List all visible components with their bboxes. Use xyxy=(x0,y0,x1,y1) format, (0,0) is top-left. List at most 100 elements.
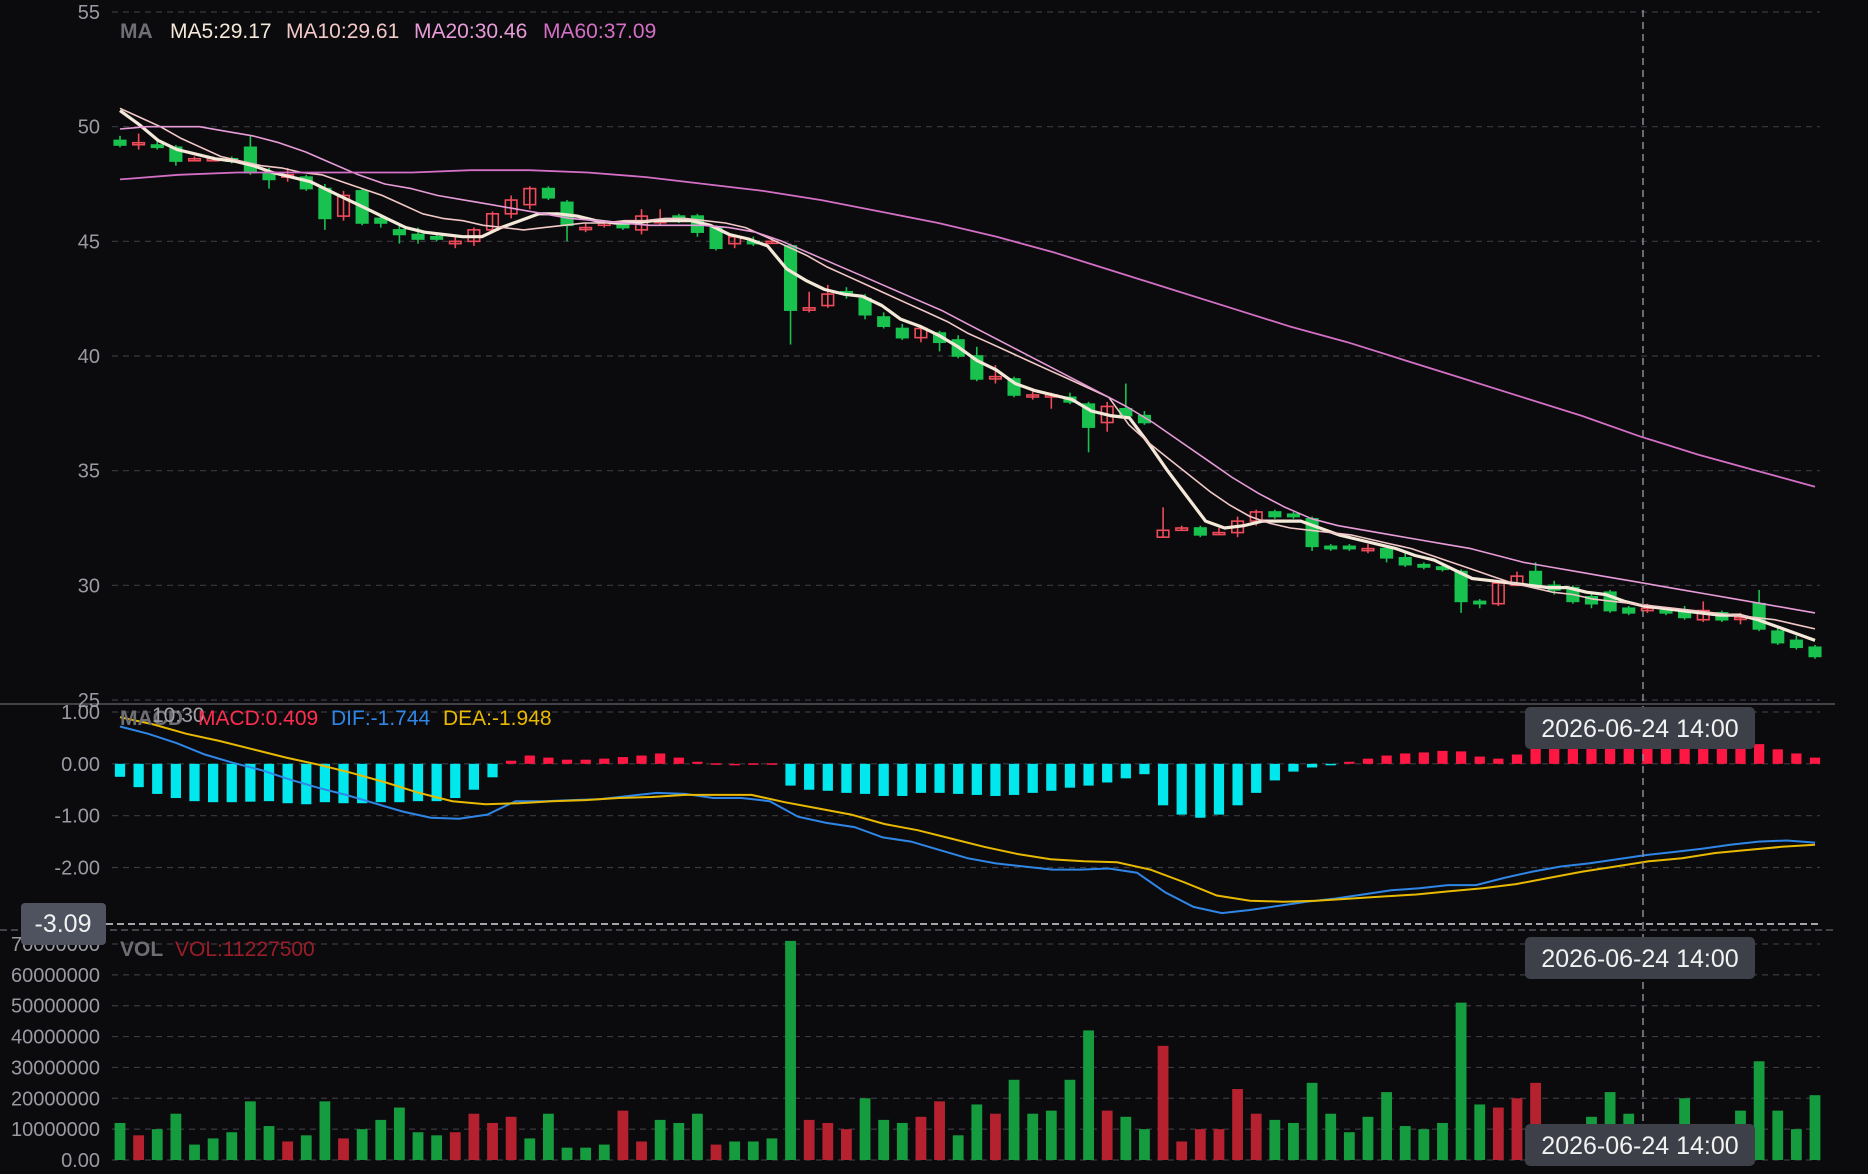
macd-bar-negative xyxy=(1120,763,1131,779)
candle-down[interactable] xyxy=(411,233,425,240)
candle-down[interactable] xyxy=(1417,563,1431,568)
macd-bar-positive xyxy=(1567,737,1578,764)
macd-bar-positive xyxy=(1791,753,1802,764)
candle-down[interactable] xyxy=(541,187,555,199)
candle-down[interactable] xyxy=(1324,545,1338,550)
volume-bar-down xyxy=(561,1147,573,1160)
candle-down[interactable] xyxy=(1808,646,1822,658)
candle-down[interactable] xyxy=(392,229,406,236)
candle-down[interactable] xyxy=(1286,513,1301,518)
candle-down[interactable] xyxy=(1081,403,1096,428)
candle-up[interactable] xyxy=(1175,527,1189,532)
macd-bar-negative xyxy=(1064,763,1076,788)
candle-up[interactable] xyxy=(1361,547,1375,552)
candle-up[interactable] xyxy=(187,157,202,162)
volume-bar-up xyxy=(915,1116,927,1160)
candle-down[interactable] xyxy=(783,245,798,311)
volume-bar-down xyxy=(598,1144,610,1160)
candle-down[interactable] xyxy=(1789,639,1803,649)
macd-bar-negative xyxy=(1102,763,1113,783)
candle-down[interactable] xyxy=(1007,378,1021,396)
candle-up[interactable] xyxy=(914,327,928,339)
volume-bar-down xyxy=(412,1132,424,1160)
macd-panel[interactable] xyxy=(114,716,1821,915)
volume-bar-down xyxy=(1418,1129,1430,1160)
volume-bar-up xyxy=(617,1110,629,1160)
volume-bar-down xyxy=(654,1119,666,1160)
ma5-legend: MA5:29.17 xyxy=(170,20,272,43)
volume-bar-down xyxy=(673,1122,685,1160)
macd-bar-positive xyxy=(617,757,629,764)
macd-bar-positive xyxy=(1400,753,1411,764)
candle-up[interactable] xyxy=(821,293,835,307)
ma60-line xyxy=(119,169,1816,488)
candle-up[interactable] xyxy=(132,141,146,146)
macd-bar-positive xyxy=(1679,744,1690,764)
candle-down[interactable] xyxy=(877,316,891,327)
macd-bar-positive xyxy=(1772,749,1783,764)
candle-up[interactable] xyxy=(802,307,816,311)
candle-up[interactable] xyxy=(448,240,462,245)
macd-bar-positive xyxy=(506,760,517,764)
macd-bar-positive xyxy=(692,761,703,764)
volume-bar-up xyxy=(636,1141,647,1160)
main-candlestick-panel[interactable] xyxy=(113,107,1822,659)
candle-up[interactable] xyxy=(1640,607,1654,612)
candle-down[interactable] xyxy=(430,235,444,240)
candle-down[interactable] xyxy=(1268,511,1282,518)
volume-bar-down xyxy=(356,1129,368,1160)
candle-up[interactable] xyxy=(523,187,537,206)
candle-down[interactable] xyxy=(616,224,630,229)
candle-down[interactable] xyxy=(1752,602,1766,630)
candle-down[interactable] xyxy=(374,217,388,224)
volume-bar-down xyxy=(580,1147,592,1160)
macd-bar-positive xyxy=(1586,740,1597,764)
macd-bar-positive xyxy=(748,763,759,765)
crosshair-time-text-volume: 2026-06-24 14:00 xyxy=(1541,945,1738,973)
candle-down[interactable] xyxy=(1398,557,1412,566)
volume-bar-up xyxy=(990,1113,1001,1160)
dif-legend: DIF:-1.744 xyxy=(331,707,431,730)
macd-bar-positive xyxy=(1362,758,1374,764)
macd-bar-negative xyxy=(1325,763,1336,766)
candle-down[interactable] xyxy=(1473,600,1487,605)
volume-bar-down xyxy=(1269,1119,1281,1160)
candle-down[interactable] xyxy=(243,146,257,174)
candle-up[interactable] xyxy=(1212,531,1226,536)
candle-down[interactable] xyxy=(1193,527,1207,536)
volume-bar-down xyxy=(692,1113,703,1160)
macd-bar-negative xyxy=(208,763,219,803)
volume-bar-down xyxy=(431,1135,443,1160)
candle-up[interactable] xyxy=(336,194,351,217)
candle-down[interactable] xyxy=(150,144,164,149)
macd-bar-negative xyxy=(263,763,275,802)
candle-up[interactable] xyxy=(1026,394,1040,398)
candle-up[interactable] xyxy=(579,226,593,231)
candle-down[interactable] xyxy=(318,187,332,220)
candle-down[interactable] xyxy=(1659,609,1673,614)
macd-bar-negative xyxy=(971,763,982,795)
macd-bar-negative xyxy=(990,763,1001,796)
macd-bar-positive xyxy=(673,757,684,764)
candle-down[interactable] xyxy=(1380,547,1394,559)
main-y-tick-label: 50 xyxy=(78,117,100,139)
volume-bar-up xyxy=(1194,1129,1206,1160)
candle-up[interactable] xyxy=(988,375,1003,380)
candle-down[interactable] xyxy=(895,327,909,339)
volume-bar-down xyxy=(393,1107,405,1160)
volume-bar-down xyxy=(1064,1079,1076,1160)
candle-down[interactable] xyxy=(1771,630,1785,644)
candle-down[interactable] xyxy=(1622,607,1636,614)
macd-bar-positive xyxy=(1809,757,1821,764)
candle-down[interactable] xyxy=(113,139,127,146)
candle-down[interactable] xyxy=(1137,414,1152,424)
candle-up[interactable] xyxy=(1156,529,1170,538)
macd-bar-negative xyxy=(1046,763,1057,791)
volume-bar-down xyxy=(189,1144,200,1160)
volume-bar-down xyxy=(244,1101,256,1160)
candle-down[interactable] xyxy=(1529,570,1543,587)
candle-down[interactable] xyxy=(1342,545,1356,550)
candle-down[interactable] xyxy=(970,355,984,380)
main-y-tick-label: 30 xyxy=(78,575,100,597)
macd-time-overlay: 10:30 xyxy=(152,704,205,727)
